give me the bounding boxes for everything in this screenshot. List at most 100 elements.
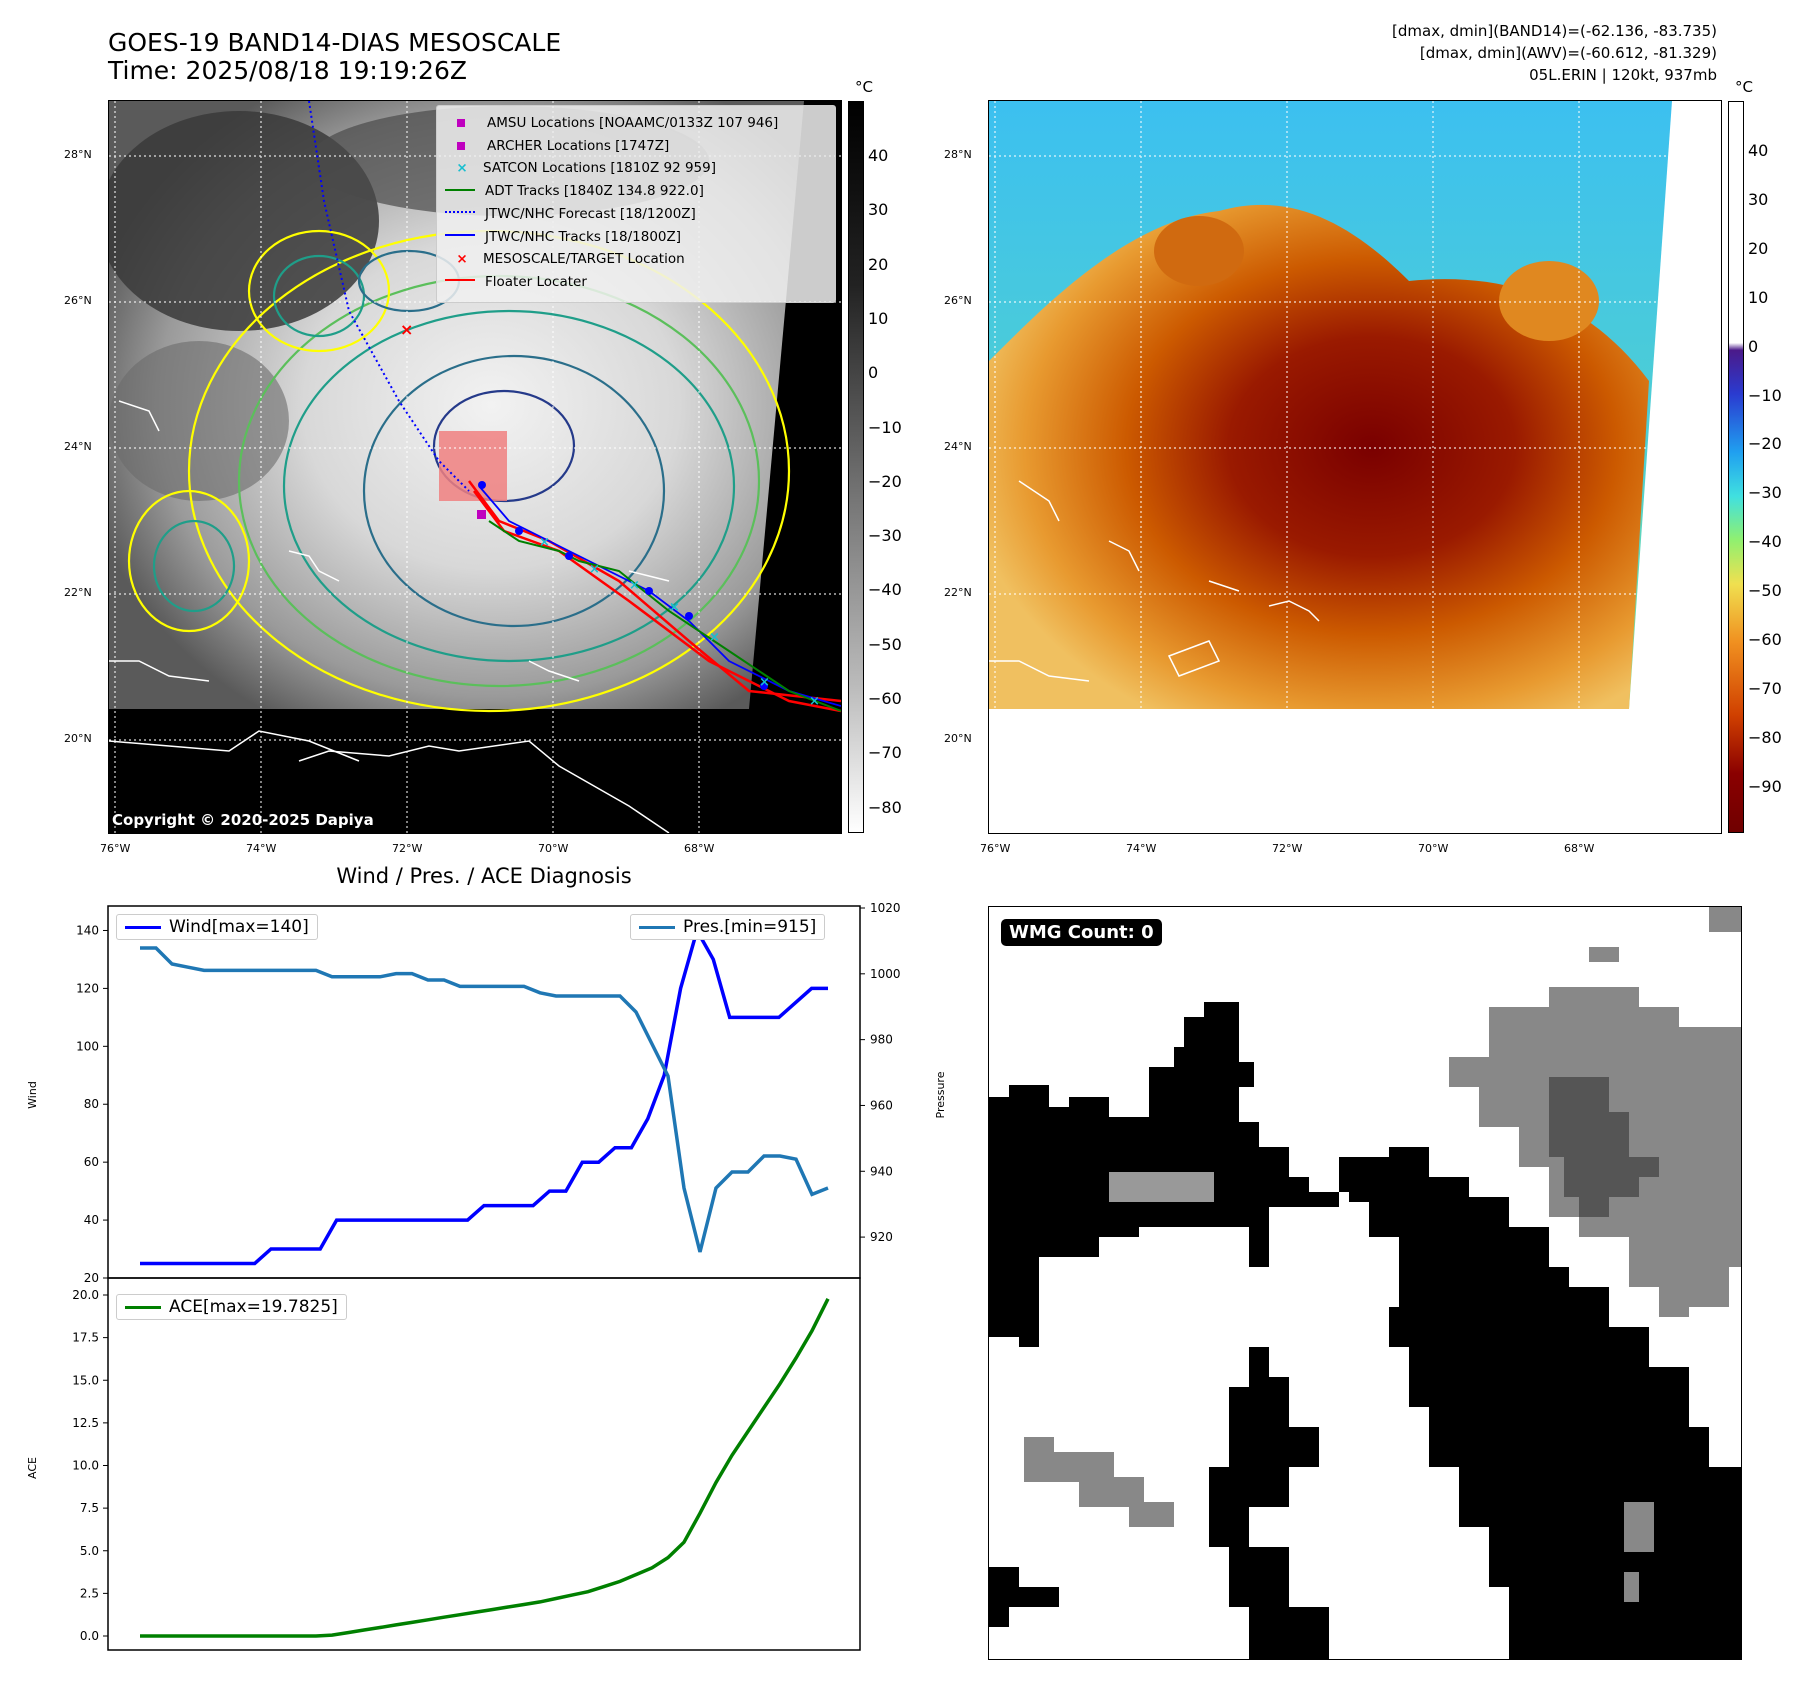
svg-text:×: × <box>669 600 680 615</box>
colorbar-tick-label: 30 <box>1748 189 1769 209</box>
awv-map-panel <box>988 100 1722 834</box>
ace-y-tick-label: 15.0 <box>72 1373 99 1387</box>
gray-colorbar <box>848 101 864 833</box>
diagnosis-chart: 20 40 60 80 100 120 140 920 940 960 980 1000 1020 0.… <box>26 901 947 1651</box>
color-colorbar-unit: °C <box>1735 78 1753 96</box>
colorbar-tick-label: 10 <box>1748 287 1769 307</box>
lon-label: 70°W <box>1418 842 1449 855</box>
ace-y-tick-label: 20.0 <box>72 1288 99 1302</box>
ir-map-panel: × × × × × × × × AMSU Locations [NOAAMC/0133Z… <box>108 100 842 834</box>
colorbar-tick-label: 20 <box>1748 238 1769 258</box>
colorbar-tick-label: −50 <box>868 634 902 654</box>
svg-text:×: × <box>809 694 820 709</box>
dmax-band14: [dmax, dmin](BAND14)=(-62.136, -83.735) <box>1392 22 1717 40</box>
colorbar-tick-label: −70 <box>1748 678 1782 698</box>
legend-adt: ADT Tracks [1840Z 134.8 922.0] <box>445 180 778 203</box>
gray-colorbar-unit: °C <box>855 78 873 96</box>
lon-label: 70°W <box>538 842 569 855</box>
colorbar-tick-label: 30 <box>868 200 889 220</box>
pres-y-tick-label: 960 <box>870 1098 893 1112</box>
ace-legend: ACE[max=19.7825] <box>116 1294 347 1320</box>
wind-y-tick-label: 120 <box>76 981 99 995</box>
colorbar-tick-label: 40 <box>868 146 889 165</box>
lat-label: 26°N <box>64 294 92 307</box>
colorbar-tick-label: −50 <box>1748 581 1782 601</box>
diagnosis-title: Wind / Pres. / ACE Diagnosis <box>336 864 632 888</box>
lat-label: 22°N <box>64 586 92 599</box>
ace-line <box>140 1298 830 1638</box>
lon-label: 72°W <box>392 842 423 855</box>
page-title: GOES-19 BAND14-DIAS MESOSCALE <box>108 28 562 57</box>
wmg-grid <box>989 907 1741 1659</box>
ace-y-tick-label: 17.5 <box>72 1331 99 1345</box>
legend-forecast: JTWC/NHC Forecast [18/1200Z] <box>445 203 778 226</box>
legend-floater: Floater Locater <box>445 271 778 294</box>
wind-legend: Wind[max=140] <box>116 914 318 940</box>
lon-label: 68°W <box>684 842 715 855</box>
wmg-panel: WMG Count: 0 <box>988 906 1742 1660</box>
colorbar-tick-label: −90 <box>1748 776 1782 796</box>
colorbar-tick-label: −30 <box>868 526 902 546</box>
wind-y-tick-label: 140 <box>76 923 99 937</box>
colorbar-tick-label: −60 <box>1748 630 1782 649</box>
map-legend: AMSU Locations [NOAAMC/0133Z 107 946] AR… <box>436 105 836 303</box>
lat-label: 20°N <box>64 732 92 745</box>
legend-target: × MESOSCALE/TARGET Location <box>456 251 685 268</box>
lon-label: 76°W <box>100 842 131 855</box>
colorbar-tick-label: −10 <box>868 417 902 437</box>
colorbar-tick-label: −20 <box>868 471 902 491</box>
color-colorbar <box>1728 101 1744 833</box>
legend-tracks: JTWC/NHC Tracks [18/1800Z] <box>445 226 778 249</box>
storm-info: 05L.ERIN | 120kt, 937mb <box>1529 66 1717 84</box>
dmax-awv: [dmax, dmin](AWV)=(-60.612, -81.329) <box>1419 44 1717 62</box>
svg-text:×: × <box>629 578 640 593</box>
wind-y-tick-label: 100 <box>76 1039 99 1053</box>
colorbar-tick-label: −20 <box>1748 434 1782 454</box>
lat-label: 26°N <box>944 294 972 307</box>
wind-y-tick-label: 60 <box>84 1155 99 1169</box>
wind-ylabel: Wind <box>26 1081 39 1109</box>
wind-y-tick-label: 20 <box>84 1271 99 1285</box>
svg-text:×: × <box>589 562 600 577</box>
colorbar-tick-label: −30 <box>1748 483 1782 503</box>
lat-label: 24°N <box>64 440 92 453</box>
awv-map <box>989 101 1721 833</box>
lon-label: 74°W <box>246 842 277 855</box>
lon-label: 76°W <box>980 842 1011 855</box>
ace-y-tick-label: 10.0 <box>72 1459 99 1473</box>
colorbar-tick-label: −80 <box>868 797 902 817</box>
lat-label: 28°N <box>64 148 92 161</box>
ace-ylabel: ACE <box>26 1457 39 1479</box>
ace-y-tick-label: 7.5 <box>80 1501 99 1515</box>
legend-archer: ARCHER Locations [1747Z] <box>445 135 778 158</box>
colorbar-tick-label: 0 <box>1748 336 1759 356</box>
copyright: Copyright © 2020-2025 Dapiya <box>112 811 374 829</box>
archer-marker <box>477 510 486 519</box>
pres-y-tick-label: 1000 <box>870 967 901 981</box>
lat-label: 22°N <box>944 586 972 599</box>
colorbar-tick-label: 20 <box>868 254 889 274</box>
pres-ylabel: Pressure <box>934 1071 947 1118</box>
ace-y-tick-label: 2.5 <box>80 1586 99 1600</box>
pres-y-tick-label: 920 <box>870 1230 893 1244</box>
legend-amsu: AMSU Locations [NOAAMC/0133Z 107 946] <box>445 112 778 135</box>
wind-line <box>140 925 828 1266</box>
ace-y-tick-label: 5.0 <box>80 1544 99 1558</box>
svg-text:×: × <box>759 675 770 690</box>
wmg-count-badge: WMG Count: 0 <box>1001 919 1162 946</box>
lat-label: 24°N <box>944 440 972 453</box>
lon-label: 72°W <box>1272 842 1303 855</box>
pressure-line <box>140 946 829 1253</box>
pres-legend: Pres.[min=915] <box>630 914 826 940</box>
colorbar-tick-label: −70 <box>868 743 902 763</box>
lat-label: 20°N <box>944 732 972 745</box>
svg-text:×: × <box>400 320 413 339</box>
pres-y-tick-label: 980 <box>870 1033 893 1047</box>
colorbar-tick-label: −40 <box>868 580 902 600</box>
wind-y-tick-label: 80 <box>84 1097 99 1111</box>
colorbar-tick-label: −10 <box>1748 385 1782 405</box>
ace-y-tick-label: 12.5 <box>72 1416 99 1430</box>
colorbar-tick-label: −80 <box>1748 727 1782 747</box>
pres-y-tick-label: 940 <box>870 1164 893 1178</box>
colorbar-tick-label: −60 <box>868 689 902 708</box>
